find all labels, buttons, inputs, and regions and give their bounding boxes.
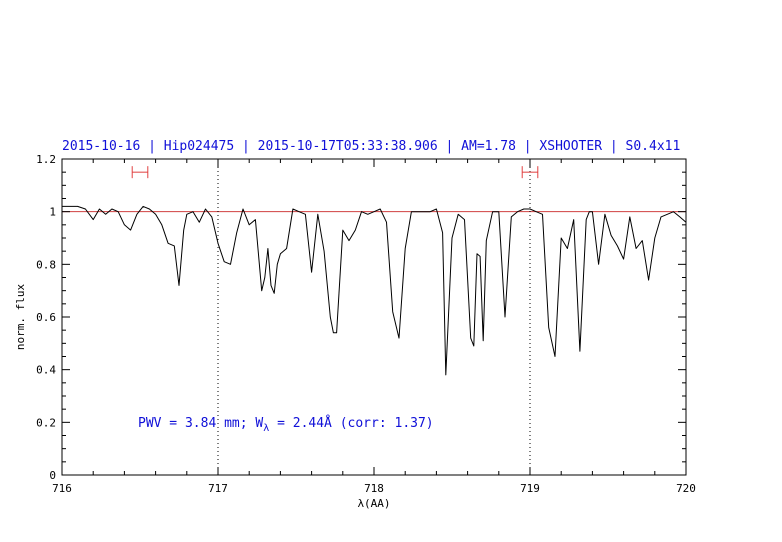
y-tick-label: 1 bbox=[49, 206, 56, 219]
interval-marker bbox=[131, 166, 149, 179]
interval-markers bbox=[131, 166, 539, 179]
x-axis-ticks: 716 717 718 719 720 bbox=[52, 159, 696, 495]
interval-marker bbox=[521, 166, 539, 179]
x-tick-label: 717 bbox=[208, 482, 228, 495]
x-axis-label: λ(AA) bbox=[357, 497, 390, 510]
y-tick-label: 0.8 bbox=[36, 258, 56, 271]
x-tick-label: 719 bbox=[520, 482, 540, 495]
y-tick-label: 0.6 bbox=[36, 311, 56, 324]
flux-line bbox=[62, 205, 687, 376]
y-tick-label: 0 bbox=[49, 469, 56, 482]
y-axis-label: norm. flux bbox=[14, 284, 27, 351]
pwv-rest: = 2.44Å (corr: 1.37) bbox=[269, 415, 433, 431]
flux-series bbox=[62, 205, 687, 376]
x-tick-label: 718 bbox=[364, 482, 384, 495]
vertical-markers bbox=[217, 159, 531, 475]
pwv-text: PWV = 3.84 mm; W bbox=[138, 416, 263, 431]
y-tick-label: 1.2 bbox=[36, 153, 56, 166]
pwv-subscript: λ bbox=[263, 423, 269, 434]
chart-title: 2015-10-16 | Hip024475 | 2015-10-17T05:3… bbox=[62, 139, 680, 154]
pwv-annotation: PWV = 3.84 mm; Wλ = 2.44Å (corr: 1.37) bbox=[138, 415, 434, 434]
x-tick-label: 716 bbox=[52, 482, 72, 495]
x-tick-label: 720 bbox=[676, 482, 696, 495]
y-tick-label: 0.2 bbox=[36, 416, 56, 429]
y-axis-ticks: 0 0.2 0.4 0.6 0.8 1 1.2 bbox=[36, 153, 686, 482]
y-tick-label: 0.4 bbox=[36, 364, 56, 377]
